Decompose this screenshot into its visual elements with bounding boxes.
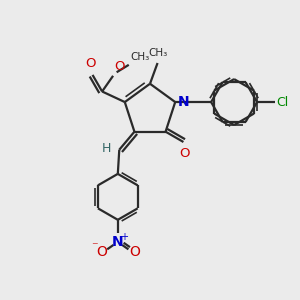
Text: Cl: Cl: [276, 96, 288, 109]
Text: CH₃: CH₃: [130, 52, 149, 62]
Text: N: N: [178, 95, 189, 109]
Text: O: O: [129, 245, 140, 260]
Text: H: H: [102, 142, 111, 155]
Text: CH₃: CH₃: [148, 48, 167, 58]
Text: O: O: [180, 147, 190, 160]
Text: N: N: [112, 235, 124, 249]
Text: O: O: [85, 57, 95, 70]
Text: +: +: [120, 232, 128, 242]
Text: O: O: [96, 245, 107, 260]
Text: ⁻: ⁻: [91, 241, 97, 254]
Text: O: O: [115, 60, 125, 73]
